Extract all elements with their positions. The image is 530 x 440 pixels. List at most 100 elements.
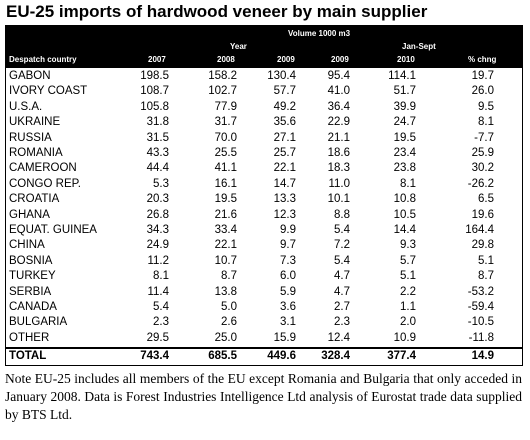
value-cell: 31.8 (146, 116, 169, 129)
value-cell: 8.7 (478, 270, 494, 283)
country-cell: CANADA (9, 301, 57, 313)
table-row: CONGO REP. 5.3 16.1 14.7 11.0 8.1 -26.2 (6, 177, 522, 192)
value-cell: 9.9 (280, 224, 296, 236)
table-row: BOSNIA 11.2 10.7 7.3 5.4 5.7 5.1 (6, 254, 522, 269)
value-cell: 36.4 (327, 100, 350, 113)
value-cell: 11.2 (147, 254, 169, 267)
value-cell: 22.9 (327, 116, 350, 129)
value-cell: -10.5 (467, 316, 494, 329)
value-cell: 22.1 (273, 162, 296, 175)
value-cell: 70.0 (214, 131, 237, 144)
table-row: CROATIA 20.3 19.5 13.3 10.1 10.8 6.5 (6, 192, 522, 207)
value-cell: 57.7 (273, 85, 296, 98)
country-cell: CHINA (9, 239, 45, 252)
value-cell: 51.7 (393, 85, 416, 98)
value-cell: 20.3 (146, 193, 169, 206)
value-cell: 23.8 (393, 162, 416, 175)
value-cell: 13.3 (273, 193, 296, 206)
year-label: Year (230, 42, 247, 51)
value-cell: 158.2 (208, 70, 237, 82)
value-cell: 18.6 (327, 147, 350, 159)
value-cell: 6.0 (280, 270, 296, 283)
col-header-2010: 2010 (397, 55, 415, 64)
value-cell: 95.4 (327, 70, 350, 82)
country-cell: U.S.A. (9, 100, 43, 113)
value-cell: 19.5 (214, 193, 237, 206)
value-cell: 8.7 (221, 270, 237, 283)
value-cell: 9.7 (280, 239, 296, 252)
table-row: GHANA 26.8 21.6 12.3 8.8 10.5 19.6 (6, 208, 522, 223)
value-cell: 4.7 (334, 285, 350, 298)
data-table: Volume 1000 m3 Year Jan-Sept Despatch co… (5, 25, 523, 366)
table-row: GABON 198.5 158.2 130.4 95.4 114.1 19.7 (6, 69, 522, 84)
col-header-2009a: 2009 (277, 55, 295, 64)
country-cell: IVORY COAST (9, 85, 88, 98)
col-header-2008: 2008 (217, 55, 235, 64)
value-cell: 5.3 (153, 177, 169, 190)
value-cell: 2.3 (153, 316, 169, 329)
table-row: RUSSIA 31.5 70.0 27.1 21.1 19.5 -7.7 (6, 131, 522, 146)
col-header-2009b: 2009 (331, 55, 349, 64)
value-cell: 19.6 (471, 208, 494, 221)
value-cell: -53.2 (467, 285, 494, 298)
table-row: U.S.A. 105.8 77.9 49.2 36.4 39.9 9.5 (6, 100, 522, 115)
table-row: UKRAINE 31.8 31.7 35.6 22.9 24.7 8.1 (6, 115, 522, 130)
value-cell: 25.5 (214, 147, 237, 159)
value-cell: 9.5 (478, 100, 494, 113)
value-cell: 19.5 (393, 131, 416, 144)
value-cell: 10.5 (393, 208, 416, 221)
value-cell: 26.8 (146, 208, 169, 221)
col-header-pct-change: % chng (468, 55, 497, 64)
value-cell: 77.9 (214, 100, 237, 113)
value-cell: 6.5 (478, 193, 494, 206)
country-cell: UKRAINE (9, 116, 61, 129)
value-cell: 9.3 (400, 239, 416, 252)
value-cell: 5.7 (400, 254, 416, 267)
country-cell: BOSNIA (9, 254, 53, 267)
value-cell: 41.0 (327, 85, 350, 98)
value-cell: 5.9 (280, 285, 296, 298)
table-row: CHINA 24.9 22.1 9.7 7.2 9.3 29.8 (6, 238, 522, 253)
page-title: EU-25 imports of hardwood veneer by main… (6, 2, 428, 21)
table-row: ROMANIA 43.3 25.5 25.7 18.6 23.4 25.9 (6, 146, 522, 161)
table-row: IVORY COAST 108.7 102.7 57.7 41.0 51.7 26.0 (6, 84, 522, 99)
total-cell: 743.4 (140, 350, 169, 362)
despatch-country-header: Despatch country (9, 55, 77, 64)
value-cell: 11.0 (328, 177, 350, 190)
value-cell: 2.3 (334, 316, 350, 329)
value-cell: 12.4 (327, 331, 350, 344)
table-row: SERBIA 11.4 13.8 5.9 4.7 2.2 -53.2 (6, 285, 522, 300)
value-cell: 4.7 (334, 270, 350, 283)
total-cell: 14.9 (471, 350, 494, 362)
value-cell: 30.2 (471, 162, 494, 175)
value-cell: 10.1 (327, 193, 350, 206)
total-row: TOTAL 743.4 685.5 449.6 328.4 377.4 14.9 (6, 347, 522, 365)
value-cell: 2.6 (221, 316, 237, 329)
value-cell: 24.9 (146, 239, 169, 252)
value-cell: 3.6 (280, 301, 296, 313)
table-header: Volume 1000 m3 Year Jan-Sept Despatch co… (6, 26, 522, 68)
country-cell: ROMANIA (9, 147, 63, 159)
country-cell: CONGO REP. (9, 177, 81, 190)
value-cell: 7.2 (334, 239, 350, 252)
value-cell: 12.3 (273, 208, 296, 221)
value-cell: -7.7 (474, 131, 494, 144)
value-cell: 21.1 (327, 131, 350, 144)
value-cell: 5.1 (400, 270, 416, 283)
value-cell: 19.7 (471, 70, 494, 82)
value-cell: 44.4 (146, 162, 169, 175)
value-cell: 14.4 (393, 224, 416, 236)
value-cell: 25.0 (214, 331, 237, 344)
value-cell: 5.1 (478, 254, 494, 267)
value-cell: 8.1 (478, 116, 494, 129)
value-cell: 5.4 (153, 301, 169, 313)
value-cell: 33.4 (214, 224, 237, 236)
value-cell: 16.1 (214, 177, 237, 190)
value-cell: 108.7 (140, 85, 169, 98)
value-cell: -11.8 (468, 331, 494, 344)
value-cell: 10.7 (214, 254, 237, 267)
value-cell: 114.1 (388, 70, 416, 82)
table-row: OTHER 29.5 25.0 15.9 12.4 10.9 -11.8 (6, 331, 522, 346)
value-cell: 18.3 (327, 162, 350, 175)
country-cell: BULGARIA (9, 316, 68, 329)
